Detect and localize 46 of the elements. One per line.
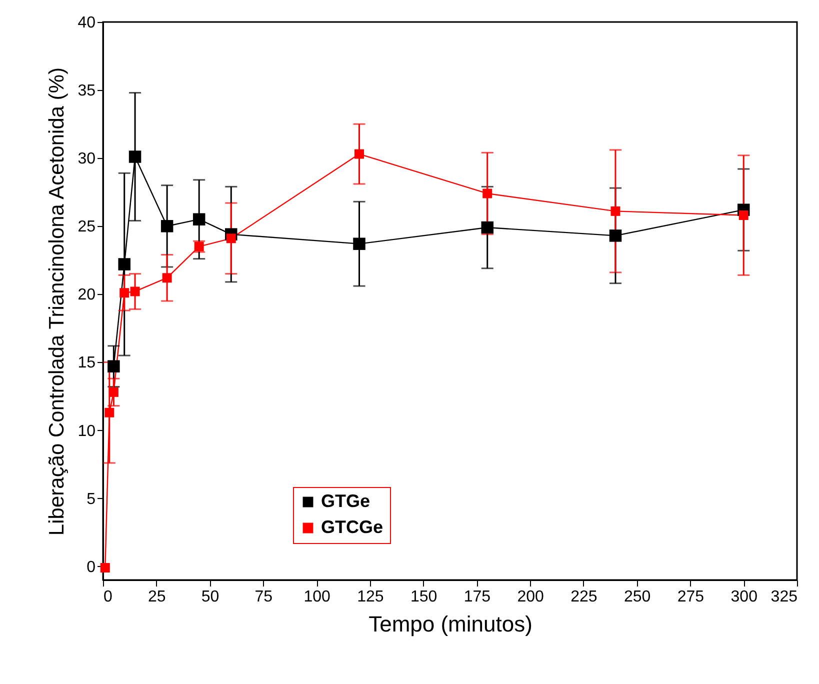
x-tick-label: 125 <box>357 588 384 606</box>
point <box>610 206 620 216</box>
x-tick-label: 100 <box>304 588 330 606</box>
y-tick-label: 25 <box>78 218 96 236</box>
point <box>162 273 172 283</box>
x-tick-label: 200 <box>517 588 544 606</box>
x-tick-label: 325 <box>770 588 798 606</box>
point <box>482 188 492 198</box>
point <box>226 234 236 244</box>
point <box>120 288 130 298</box>
x-tick-label: 150 <box>410 588 438 606</box>
legend-label: GTGe <box>321 491 370 511</box>
point <box>118 258 130 270</box>
point <box>108 360 120 372</box>
point <box>108 387 118 397</box>
y-tick-label: 20 <box>78 286 96 304</box>
y-tick-label: 30 <box>78 150 96 168</box>
point <box>738 210 748 220</box>
x-tick-label: 275 <box>677 588 704 606</box>
legend-label: GTCGe <box>321 517 384 537</box>
x-tick-label: 225 <box>570 588 598 606</box>
point <box>160 220 174 232</box>
x-tick-label: 50 <box>201 588 220 606</box>
x-axis-title: Tempo (minutos) <box>368 612 532 636</box>
y-axis-title: Liberação Controlada Triancinolona Acetonida (%) <box>46 67 69 536</box>
y-tick-label: 5 <box>86 490 96 508</box>
point <box>128 150 142 163</box>
point <box>609 230 622 242</box>
point <box>100 563 110 572</box>
y-tick-label: 10 <box>78 422 96 440</box>
x-tick-label: 25 <box>148 588 166 606</box>
y-tick-label: 40 <box>78 14 96 32</box>
point <box>353 238 366 250</box>
x-tick-label: 250 <box>624 588 651 606</box>
x-tick-label: 0 <box>104 588 112 606</box>
y-tick-label: 35 <box>78 82 96 100</box>
point <box>481 221 494 234</box>
y-tick-label: 0 <box>86 558 96 576</box>
y-tick-label: 15 <box>78 354 96 372</box>
x-tick-label: 175 <box>464 588 491 606</box>
point <box>130 286 140 296</box>
x-tick-label: 300 <box>730 588 758 606</box>
point <box>104 408 114 418</box>
x-tick-label: 75 <box>254 588 273 606</box>
point <box>354 149 364 159</box>
point <box>192 213 206 226</box>
